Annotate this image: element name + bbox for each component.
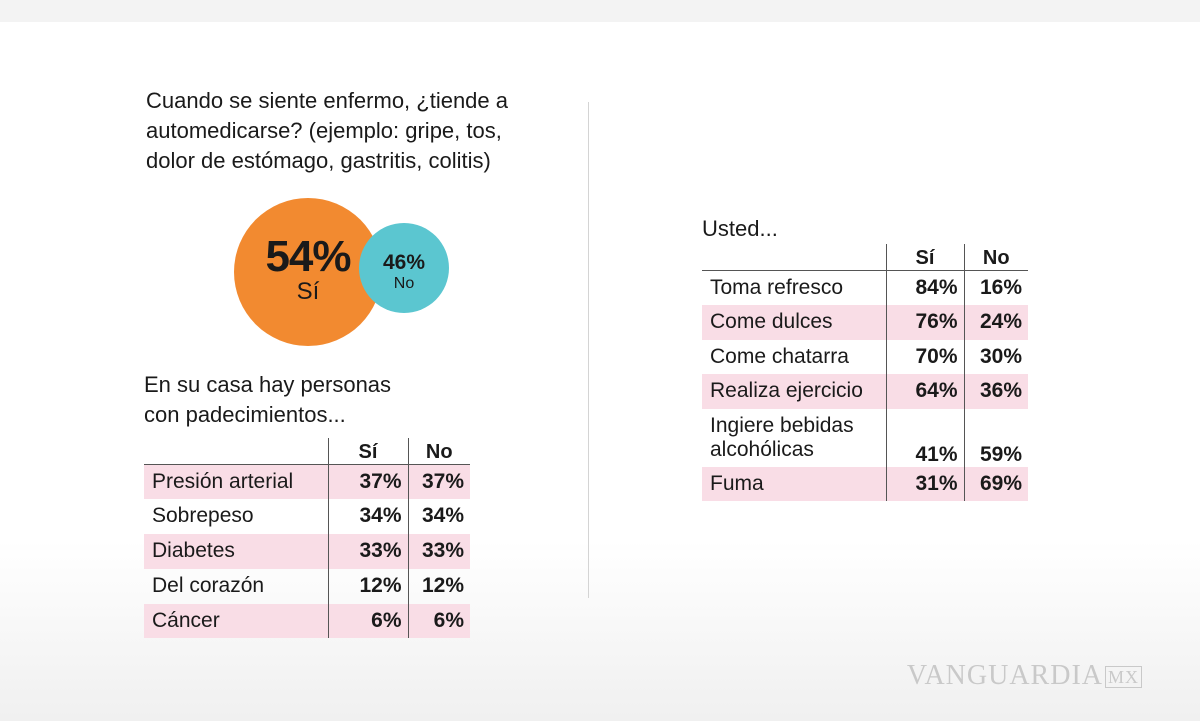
left-table-header-row: Sí No bbox=[144, 438, 470, 465]
row-value-si: 76% bbox=[885, 304, 964, 340]
left-table: Sí No Presión arterial 37% 37% Sobrepeso 34%… bbox=[144, 438, 470, 638]
left-header-blank bbox=[144, 438, 328, 465]
table-row: Come chatarra 70% 30% bbox=[702, 339, 1028, 374]
table-row: Realiza ejercicio 64% 36% bbox=[702, 373, 1028, 409]
row-value-si: 12% bbox=[327, 568, 408, 604]
row-label: Come chatarra bbox=[710, 344, 849, 368]
table-row: Presión arterial 37% 37% bbox=[144, 464, 470, 499]
row-value-si: 84% bbox=[885, 270, 964, 305]
bubble-no-label: No bbox=[393, 275, 415, 292]
left-table-title-line-1: En su casa hay personas bbox=[144, 372, 392, 397]
vanguardia-logo: VANGUARDIA MX bbox=[907, 660, 1142, 692]
left-header-no: No bbox=[407, 438, 470, 465]
row-value-no: 33% bbox=[407, 533, 470, 569]
table-row: Toma refresco 84% 16% bbox=[702, 270, 1028, 305]
table-row: Cáncer 6% 6% bbox=[144, 603, 470, 638]
table-row: Del corazón 12% 12% bbox=[144, 568, 470, 604]
bubble-si-label: Sí bbox=[296, 278, 320, 305]
right-table: Sí No Toma refresco 84% 16% Come dulces 76% 2… bbox=[702, 244, 1028, 501]
row-value-no: 36% bbox=[963, 373, 1028, 409]
row-value-no: 37% bbox=[407, 464, 470, 499]
watermark-brand: VANGUARDIA bbox=[906, 660, 1103, 691]
row-label-line: Ingiere bebidas bbox=[710, 413, 854, 437]
row-label-line: alcohólicas bbox=[710, 437, 814, 461]
row-label: Come dulces bbox=[702, 304, 886, 340]
row-value-si: 41% bbox=[885, 408, 964, 467]
right-header-no: No bbox=[963, 244, 1028, 271]
row-value-si: 37% bbox=[327, 464, 408, 499]
bubble-no-value: 46% bbox=[382, 251, 426, 274]
left-header-si: Sí bbox=[327, 438, 408, 465]
row-label: Realiza ejercicio bbox=[702, 373, 886, 409]
row-label: Diabetes bbox=[144, 533, 328, 569]
table-row: Diabetes 33% 33% bbox=[144, 533, 470, 569]
column-divider bbox=[588, 102, 589, 598]
question-line-2: automedicarse? (ejemplo: gripe, tos, bbox=[146, 118, 502, 143]
row-label: Sobrepeso bbox=[152, 504, 254, 527]
right-header-si: Sí bbox=[885, 244, 964, 271]
table-row: Ingiere bebidas alcohólicas 41% 59% bbox=[702, 408, 1028, 467]
row-label: Fuma bbox=[702, 466, 886, 501]
bubble-si: 54% Sí bbox=[234, 198, 382, 346]
watermark-suffix: MX bbox=[1104, 666, 1142, 689]
table-row: Fuma 31% 69% bbox=[702, 466, 1028, 501]
row-value-no: 16% bbox=[963, 270, 1028, 305]
table-row: Sobrepeso 34% 34% bbox=[144, 498, 470, 534]
row-value-no: 24% bbox=[963, 304, 1028, 340]
left-table-body: Presión arterial 37% 37% Sobrepeso 34% 34% Dia… bbox=[144, 464, 470, 638]
row-value-no: 6% bbox=[407, 603, 470, 638]
question-text: Cuando se siente enfermo, ¿tiende a auto… bbox=[146, 86, 508, 176]
row-value-si: 33% bbox=[327, 533, 408, 569]
row-label: Ingiere bebidas alcohólicas bbox=[702, 409, 886, 467]
bubble-si-value: 54% bbox=[265, 232, 351, 281]
row-label: Cáncer bbox=[144, 603, 328, 638]
table-row: Come dulces 76% 24% bbox=[702, 304, 1028, 340]
left-table-title: En su casa hay personas con padecimiento… bbox=[144, 370, 391, 430]
row-label: Toma refresco bbox=[710, 275, 844, 299]
question-line-3: dolor de estómago, gastritis, colitis) bbox=[146, 148, 491, 173]
bubble-no: 46% No bbox=[359, 223, 449, 313]
row-value-no: 34% bbox=[407, 498, 470, 534]
row-label: Del corazón bbox=[152, 574, 265, 597]
row-value-no: 12% bbox=[407, 568, 470, 604]
left-table-title-line-2: con padecimientos... bbox=[144, 402, 346, 427]
row-value-si: 70% bbox=[885, 339, 964, 374]
row-value-si: 6% bbox=[327, 603, 408, 638]
right-table-body: Toma refresco 84% 16% Come dulces 76% 24% Come… bbox=[702, 270, 1028, 501]
right-header-blank bbox=[702, 244, 886, 271]
right-table-header-row: Sí No bbox=[702, 244, 1028, 271]
row-value-si: 31% bbox=[885, 466, 964, 501]
right-table-title: Usted... bbox=[702, 216, 778, 241]
question-line-1: Cuando se siente enfermo, ¿tiende a bbox=[146, 88, 509, 113]
row-value-no: 30% bbox=[963, 339, 1028, 374]
row-value-si: 34% bbox=[327, 498, 408, 534]
row-value-si: 64% bbox=[885, 373, 964, 409]
row-value-no: 59% bbox=[963, 408, 1028, 467]
row-value-no: 69% bbox=[963, 466, 1028, 501]
row-label: Presión arterial bbox=[144, 464, 328, 499]
